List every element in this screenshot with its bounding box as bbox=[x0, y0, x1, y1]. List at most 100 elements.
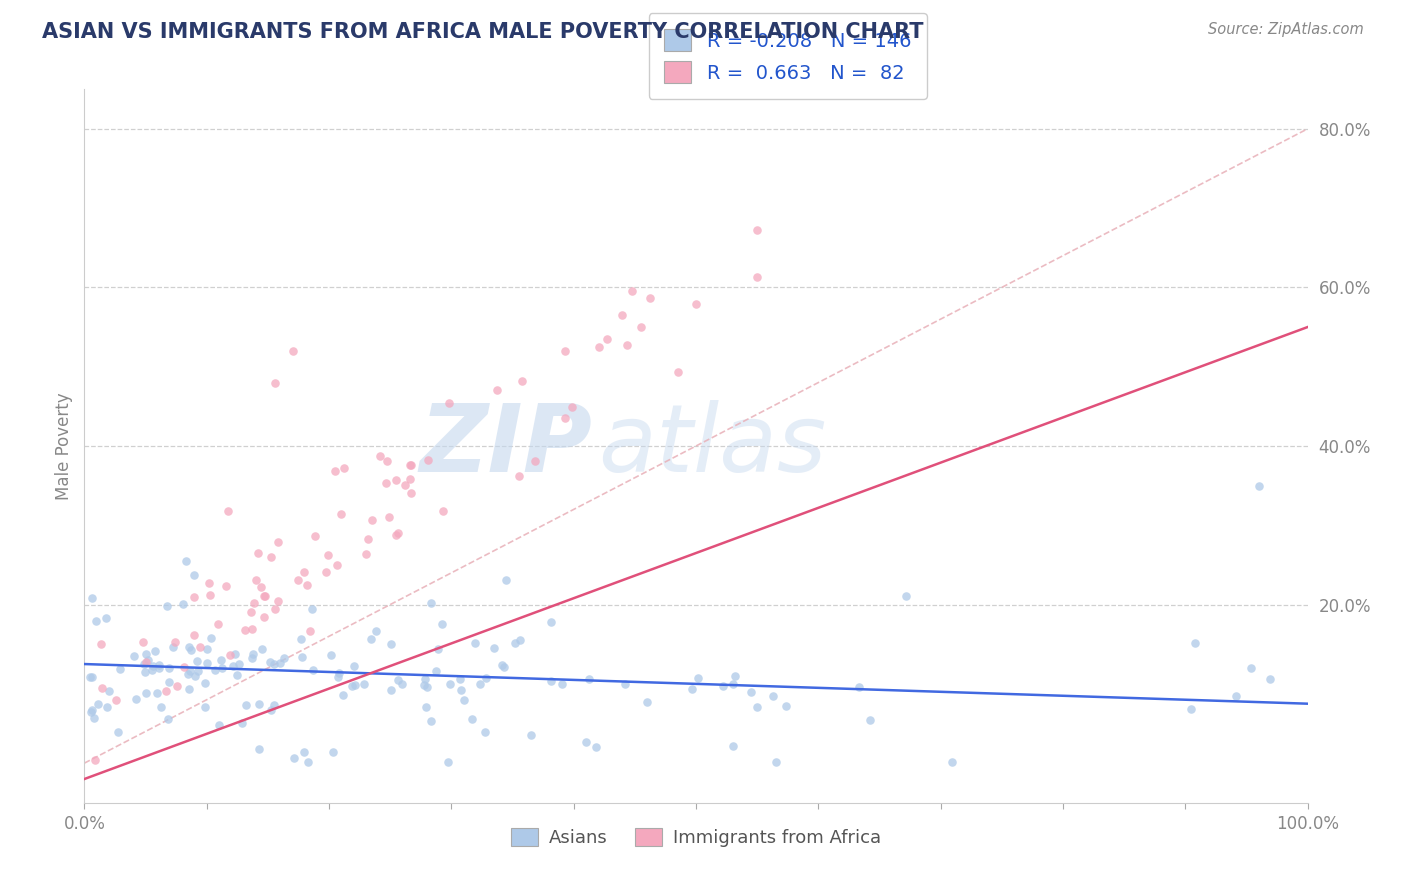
Point bbox=[253, 589, 276, 603]
Point bbox=[415, 699, 437, 714]
Point bbox=[253, 590, 276, 604]
Point bbox=[491, 657, 513, 672]
Point bbox=[177, 682, 200, 697]
Point bbox=[132, 635, 155, 649]
Point bbox=[240, 622, 263, 636]
Point bbox=[134, 665, 156, 680]
Point bbox=[90, 637, 112, 651]
Point bbox=[240, 605, 263, 619]
Point bbox=[183, 628, 205, 642]
Point bbox=[253, 610, 276, 624]
Point bbox=[512, 374, 534, 388]
Point bbox=[283, 750, 305, 764]
Point bbox=[266, 594, 288, 608]
Point bbox=[681, 681, 703, 696]
Point bbox=[554, 411, 576, 425]
Point bbox=[747, 223, 769, 237]
Point bbox=[177, 640, 200, 654]
Point bbox=[291, 649, 314, 664]
Point bbox=[242, 647, 264, 661]
Point bbox=[209, 653, 232, 667]
Point bbox=[509, 633, 531, 648]
Point bbox=[260, 703, 283, 717]
Point bbox=[474, 725, 496, 739]
Point bbox=[418, 453, 440, 467]
Point bbox=[344, 678, 367, 692]
Point bbox=[269, 656, 291, 670]
Point bbox=[83, 711, 105, 725]
Point bbox=[492, 660, 515, 674]
Point bbox=[366, 624, 388, 638]
Point bbox=[80, 591, 103, 605]
Point bbox=[711, 679, 734, 693]
Point bbox=[399, 485, 422, 500]
Point bbox=[685, 297, 707, 311]
Point bbox=[259, 655, 281, 669]
Point bbox=[439, 677, 461, 691]
Point bbox=[1184, 635, 1206, 649]
Point bbox=[183, 568, 205, 582]
Point bbox=[243, 596, 266, 610]
Point bbox=[368, 449, 391, 463]
Point bbox=[894, 589, 917, 603]
Point bbox=[747, 270, 769, 285]
Point bbox=[250, 641, 273, 656]
Point bbox=[235, 623, 257, 637]
Point bbox=[520, 727, 543, 741]
Point bbox=[540, 615, 562, 629]
Point bbox=[122, 648, 145, 663]
Point bbox=[80, 670, 103, 684]
Point bbox=[211, 661, 233, 675]
Text: ASIAN VS IMMIGRANTS FROM AFRICA MALE POVERTY CORRELATION CHART: ASIAN VS IMMIGRANTS FROM AFRICA MALE POV… bbox=[42, 22, 924, 42]
Point bbox=[134, 657, 156, 672]
Point bbox=[224, 647, 246, 661]
Point bbox=[200, 631, 222, 645]
Point bbox=[415, 672, 437, 686]
Point bbox=[264, 602, 287, 616]
Point bbox=[264, 376, 287, 390]
Point bbox=[107, 725, 129, 739]
Point bbox=[187, 665, 209, 679]
Point bbox=[326, 670, 349, 684]
Point bbox=[281, 343, 304, 358]
Point bbox=[398, 472, 420, 486]
Point bbox=[263, 657, 285, 671]
Point bbox=[1225, 690, 1247, 704]
Point bbox=[380, 637, 402, 651]
Point bbox=[208, 717, 231, 731]
Point bbox=[461, 712, 484, 726]
Point bbox=[439, 396, 461, 410]
Point bbox=[740, 684, 762, 698]
Point bbox=[399, 458, 422, 472]
Point bbox=[235, 698, 257, 712]
Point bbox=[399, 458, 422, 472]
Point bbox=[775, 698, 797, 713]
Point bbox=[228, 657, 250, 671]
Point bbox=[145, 686, 167, 700]
Point bbox=[297, 577, 319, 591]
Point bbox=[387, 673, 409, 687]
Point bbox=[198, 588, 221, 602]
Point bbox=[724, 669, 747, 683]
Point bbox=[79, 670, 101, 684]
Point bbox=[162, 640, 184, 655]
Point bbox=[156, 599, 179, 613]
Point bbox=[437, 756, 460, 770]
Point bbox=[194, 676, 217, 690]
Point bbox=[135, 686, 157, 700]
Point bbox=[194, 700, 217, 714]
Point bbox=[142, 658, 165, 673]
Point bbox=[554, 343, 576, 358]
Point bbox=[765, 756, 787, 770]
Point bbox=[524, 454, 547, 468]
Point bbox=[595, 332, 617, 346]
Point bbox=[380, 682, 402, 697]
Point bbox=[391, 676, 413, 690]
Point bbox=[374, 476, 396, 491]
Point bbox=[721, 739, 744, 753]
Point bbox=[858, 713, 880, 727]
Point bbox=[419, 596, 441, 610]
Text: Source: ZipAtlas.com: Source: ZipAtlas.com bbox=[1208, 22, 1364, 37]
Point bbox=[575, 735, 598, 749]
Point bbox=[150, 700, 173, 714]
